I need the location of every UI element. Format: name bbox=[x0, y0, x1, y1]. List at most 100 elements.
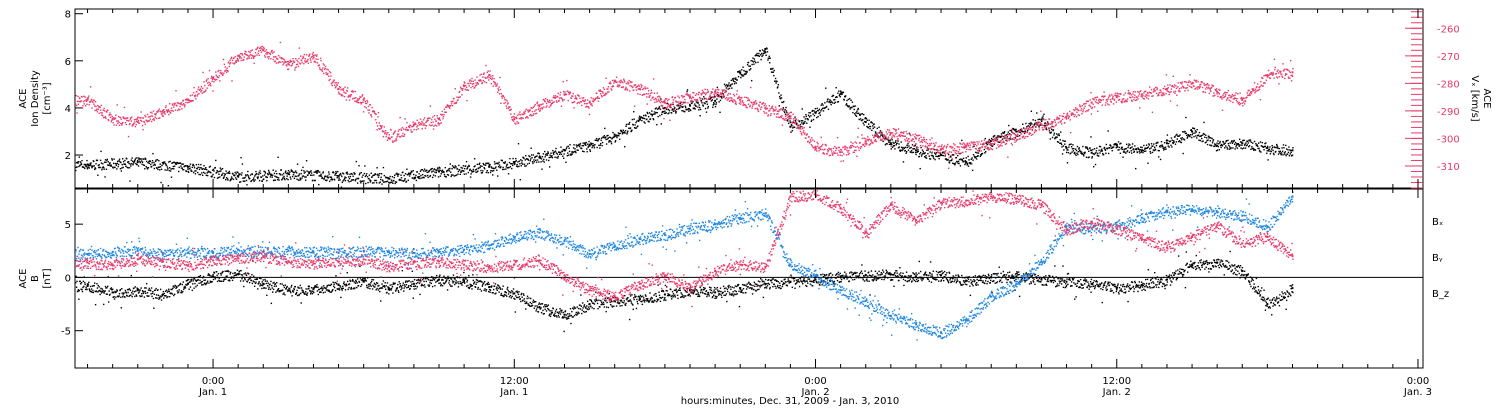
data-dot bbox=[742, 75, 745, 77]
data-dot bbox=[657, 115, 659, 118]
data-dot bbox=[604, 94, 606, 96]
data-dot bbox=[226, 178, 229, 180]
data-dot bbox=[323, 176, 326, 178]
data-dot bbox=[419, 177, 421, 180]
data-dot bbox=[230, 176, 233, 178]
data-dot bbox=[97, 104, 99, 107]
data-point bbox=[689, 96, 692, 99]
data-dot bbox=[564, 91, 566, 93]
data-dot bbox=[569, 153, 572, 155]
data-dot bbox=[412, 125, 414, 128]
data-dot bbox=[1227, 142, 1230, 145]
data-dot bbox=[1079, 150, 1082, 153]
data-dot bbox=[1014, 141, 1016, 143]
data-dot bbox=[582, 142, 584, 144]
data-dot bbox=[319, 57, 322, 60]
data-dot bbox=[1034, 119, 1037, 122]
data-dot bbox=[103, 168, 105, 170]
data-dot bbox=[383, 130, 385, 133]
data-dot bbox=[156, 159, 159, 161]
data-dot bbox=[149, 115, 151, 118]
data-dot bbox=[1000, 133, 1003, 135]
data-dot bbox=[1039, 121, 1041, 124]
data-dot bbox=[865, 117, 868, 120]
data-dot bbox=[117, 163, 120, 166]
data-dot bbox=[492, 167, 494, 170]
data-point bbox=[1291, 71, 1294, 74]
data-dot bbox=[391, 136, 393, 138]
data-point bbox=[538, 156, 541, 159]
data-dot bbox=[554, 97, 556, 99]
data-dot bbox=[379, 181, 381, 183]
data-dot bbox=[1259, 141, 1262, 143]
data-dot bbox=[962, 161, 964, 163]
data-dot bbox=[699, 97, 702, 100]
data-dot bbox=[96, 159, 99, 162]
data-dot bbox=[787, 113, 789, 115]
data-dot bbox=[601, 141, 604, 144]
data-dot bbox=[300, 169, 303, 172]
data-dot bbox=[674, 110, 676, 112]
data-dot bbox=[774, 77, 777, 80]
data-dot bbox=[326, 176, 329, 179]
data-dot bbox=[1045, 125, 1047, 127]
data-dot bbox=[1160, 144, 1162, 147]
data-dot bbox=[344, 86, 346, 88]
data-dot bbox=[211, 175, 213, 177]
data-dot bbox=[98, 164, 100, 166]
data-dot bbox=[554, 156, 556, 158]
data-dot bbox=[538, 105, 540, 107]
data-dot bbox=[903, 135, 906, 138]
data-dot bbox=[1116, 146, 1119, 148]
data-dot bbox=[513, 162, 515, 164]
data-dot bbox=[572, 151, 574, 154]
data-dot bbox=[347, 176, 350, 178]
data-dot bbox=[856, 112, 859, 115]
data-point bbox=[237, 175, 240, 178]
data-dot bbox=[801, 108, 803, 110]
data-dot bbox=[263, 174, 266, 176]
data-dot bbox=[740, 76, 742, 79]
data-dot bbox=[633, 118, 635, 120]
data-dot bbox=[781, 115, 783, 117]
data-dot bbox=[107, 164, 109, 166]
data-dot bbox=[93, 103, 95, 105]
right-tick-label: -280 bbox=[1437, 79, 1460, 90]
data-dot bbox=[565, 147, 568, 150]
data-dot bbox=[686, 94, 689, 96]
data-dot bbox=[684, 110, 686, 113]
data-dot bbox=[215, 74, 217, 76]
data-dot bbox=[239, 181, 242, 183]
data-dot bbox=[755, 103, 757, 105]
data-dot bbox=[944, 154, 947, 156]
data-dot bbox=[253, 177, 255, 179]
data-dot bbox=[1233, 143, 1236, 145]
data-dot bbox=[194, 96, 196, 98]
data-dot bbox=[619, 80, 621, 82]
data-dot bbox=[440, 114, 443, 116]
y-tick-label: 6 bbox=[65, 57, 71, 68]
data-dot bbox=[966, 163, 969, 165]
data-dot bbox=[362, 182, 365, 184]
data-dot bbox=[965, 144, 967, 146]
data-dot bbox=[171, 103, 174, 105]
data-dot bbox=[122, 166, 124, 169]
data-dot bbox=[445, 106, 447, 108]
data-dot bbox=[267, 56, 269, 58]
data-dot bbox=[735, 101, 737, 103]
data-dot bbox=[145, 165, 147, 168]
data-dot bbox=[447, 169, 449, 171]
data-dot bbox=[1093, 165, 1095, 168]
data-dot bbox=[92, 165, 94, 167]
data-dot bbox=[288, 172, 290, 174]
data-dot bbox=[1124, 151, 1126, 153]
data-dot bbox=[539, 156, 542, 158]
data-dot bbox=[220, 174, 223, 177]
data-dot bbox=[1011, 128, 1013, 131]
data-dot bbox=[724, 85, 727, 87]
data-dot bbox=[136, 163, 138, 166]
data-dot bbox=[801, 122, 803, 124]
data-dot bbox=[568, 147, 570, 149]
data-dot bbox=[548, 106, 550, 108]
data-dot bbox=[1213, 145, 1216, 147]
